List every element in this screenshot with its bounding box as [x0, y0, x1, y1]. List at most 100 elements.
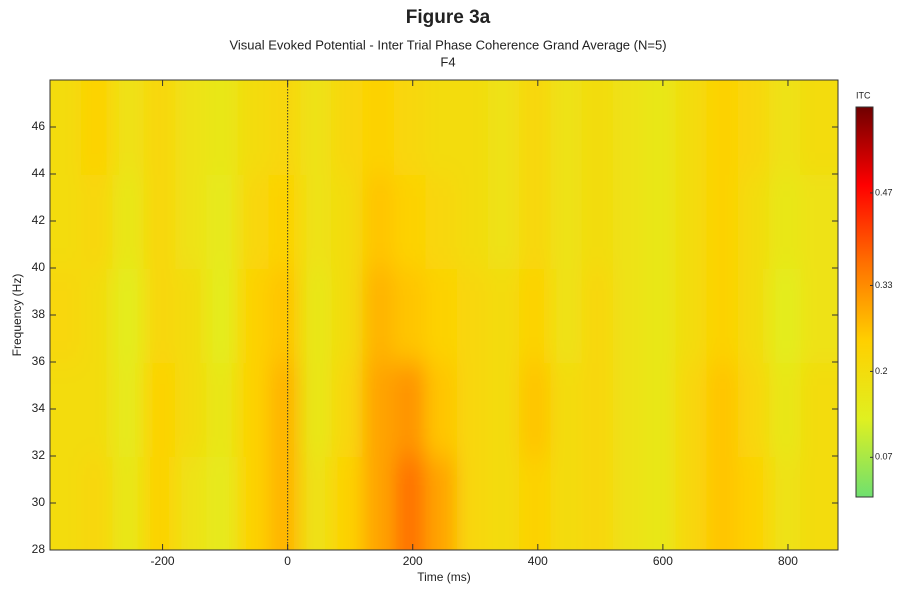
- x-tick-label: 0: [284, 554, 291, 568]
- heatmap-cell: [331, 174, 364, 269]
- heatmap-cell: [268, 268, 302, 363]
- heatmap-cell: [50, 456, 83, 550]
- heatmap-cell: [237, 80, 270, 175]
- heatmap-cell: [175, 362, 208, 457]
- heatmap-cell: [581, 456, 614, 550]
- heatmap-cell: [456, 174, 489, 269]
- y-tick-label: 46: [32, 119, 46, 133]
- heatmap-cell: [81, 174, 114, 269]
- heatmap-cell: [800, 362, 838, 457]
- heatmap-cell: [237, 268, 270, 363]
- heatmap-cell: [644, 174, 677, 269]
- heatmap-cell: [143, 456, 177, 550]
- heatmap-cell: [175, 268, 208, 363]
- heatmap-cell: [769, 362, 802, 457]
- heatmap-cell: [644, 268, 677, 363]
- heatmap-cell: [393, 174, 427, 269]
- heatmap-cell: [362, 268, 395, 363]
- heatmap-cell: [550, 268, 583, 363]
- heatmap-cell: [206, 80, 239, 175]
- colorbar-label: ITC: [856, 90, 871, 100]
- heatmap-cell: [550, 362, 583, 457]
- x-tick-label: 600: [653, 554, 673, 568]
- heatmap-cell: [393, 362, 427, 457]
- heatmap-cell: [769, 456, 802, 550]
- heatmap-cell: [487, 268, 521, 363]
- heatmap-cell: [393, 268, 427, 363]
- heatmap-cell: [300, 362, 333, 457]
- heatmap-cell: [456, 80, 489, 175]
- heatmap-cell: [519, 362, 552, 457]
- y-tick-label: 34: [32, 401, 46, 415]
- heatmap-cell: [143, 362, 177, 457]
- heatmap-cell: [50, 80, 83, 175]
- heatmap-cell: [425, 362, 458, 457]
- heatmap-cell: [737, 268, 771, 363]
- heatmap-cell: [237, 174, 270, 269]
- heatmap-cell: [175, 174, 208, 269]
- x-tick-label: 200: [403, 554, 423, 568]
- heatmap-cell: [237, 456, 270, 550]
- heatmap-cell: [456, 456, 489, 550]
- heatmap-cell: [550, 456, 583, 550]
- heatmap-cell: [769, 174, 802, 269]
- heatmap-cell: [675, 456, 708, 550]
- y-tick-label: 32: [32, 448, 46, 462]
- heatmap-cell: [675, 80, 708, 175]
- heatmap-cell: [268, 362, 302, 457]
- colorbar-tick-label: 0.2: [875, 366, 888, 376]
- heatmap-cell: [112, 268, 145, 363]
- heatmap-cell: [675, 174, 708, 269]
- heatmap-cell: [268, 80, 302, 175]
- heatmap-cell: [143, 80, 177, 175]
- heatmap-cell: [737, 362, 771, 457]
- heatmap-cell: [737, 80, 771, 175]
- heatmap-cell: [612, 362, 646, 457]
- heatmap-cell: [581, 268, 614, 363]
- heatmap-cell: [581, 80, 614, 175]
- y-tick-label: 28: [32, 542, 46, 556]
- heatmap-cell: [300, 456, 333, 550]
- heatmap-cell: [425, 174, 458, 269]
- heatmap-cell: [706, 80, 739, 175]
- heatmap-cell: [487, 80, 521, 175]
- heatmap-cell: [175, 456, 208, 550]
- heatmap-cell: [425, 268, 458, 363]
- heatmap-cell: [362, 80, 395, 175]
- x-tick-label: -200: [151, 554, 175, 568]
- heatmap-cell: [112, 362, 145, 457]
- heatmap-cell: [612, 174, 646, 269]
- colorbar-tick-label: 0.33: [875, 280, 893, 290]
- heatmap-cell: [644, 362, 677, 457]
- heatmap-cell: [362, 456, 395, 550]
- axes: -200 0 200 400 600 800 28 30 32 34 36 38 40 42 44 46 0.0…: [32, 79, 893, 568]
- heatmap-cell: [737, 456, 771, 550]
- heatmap-cell: [362, 362, 395, 457]
- heatmap-cell: [519, 174, 552, 269]
- heatmap-cell: [550, 174, 583, 269]
- heatmap-cell: [487, 174, 521, 269]
- heatmap-cell: [612, 80, 646, 175]
- heatmap-cell: [331, 268, 364, 363]
- x-axis-label: Time (ms): [417, 570, 471, 584]
- colorbar-tick-label: 0.07: [875, 452, 893, 462]
- heatmap: [50, 80, 838, 550]
- heatmap-cell: [800, 456, 838, 550]
- heatmap-cell: [706, 268, 739, 363]
- heatmap-cell: [206, 174, 239, 269]
- y-tick-label: 30: [32, 495, 46, 509]
- heatmap-cell: [456, 268, 489, 363]
- channel-label: F4: [440, 54, 455, 69]
- heatmap-cell: [800, 268, 838, 363]
- heatmap-cell: [581, 362, 614, 457]
- heatmap-cell: [331, 362, 364, 457]
- colorbar: [855, 106, 874, 498]
- heatmap-cell: [362, 174, 395, 269]
- heatmap-cell: [519, 268, 552, 363]
- heatmap-cell: [206, 456, 239, 550]
- heatmap-cells: [50, 80, 838, 550]
- y-tick-label: 38: [32, 307, 46, 321]
- heatmap-cell: [81, 80, 114, 175]
- heatmap-cell: [300, 268, 333, 363]
- heatmap-cell: [550, 80, 583, 175]
